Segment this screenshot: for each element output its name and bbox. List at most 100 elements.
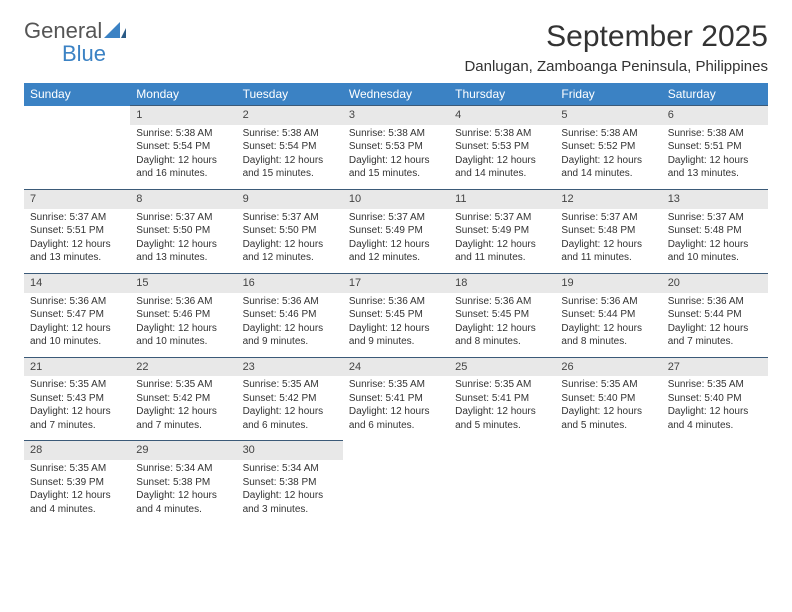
sunset-text: Sunset: 5:44 PM [561, 308, 655, 322]
day-number [343, 441, 449, 460]
sunrise-text: Sunrise: 5:37 AM [455, 211, 549, 225]
day-cell: Sunrise: 5:35 AMSunset: 5:43 PMDaylight:… [24, 376, 130, 441]
day-cell: Sunrise: 5:37 AMSunset: 5:48 PMDaylight:… [555, 209, 661, 274]
daynum-row: 21222324252627 [24, 357, 768, 376]
day-number: 17 [343, 273, 449, 292]
sunset-text: Sunset: 5:46 PM [243, 308, 337, 322]
day-cell: Sunrise: 5:34 AMSunset: 5:38 PMDaylight:… [130, 460, 236, 524]
daylight-text: Daylight: 12 hours and 5 minutes. [455, 405, 549, 432]
weekday-header: Friday [555, 83, 661, 106]
day-cell: Sunrise: 5:37 AMSunset: 5:50 PMDaylight:… [237, 209, 343, 274]
day-cell: Sunrise: 5:35 AMSunset: 5:40 PMDaylight:… [662, 376, 768, 441]
daylight-text: Daylight: 12 hours and 8 minutes. [561, 322, 655, 349]
daylight-text: Daylight: 12 hours and 13 minutes. [668, 154, 762, 181]
logo-blue: Blue [62, 41, 106, 66]
sunrise-text: Sunrise: 5:38 AM [243, 127, 337, 141]
sunset-text: Sunset: 5:44 PM [668, 308, 762, 322]
day-cell: Sunrise: 5:36 AMSunset: 5:44 PMDaylight:… [662, 293, 768, 358]
daylight-text: Daylight: 12 hours and 15 minutes. [243, 154, 337, 181]
daylight-text: Daylight: 12 hours and 12 minutes. [349, 238, 443, 265]
weekday-header-row: Sunday Monday Tuesday Wednesday Thursday… [24, 83, 768, 106]
sunrise-text: Sunrise: 5:35 AM [30, 378, 124, 392]
content-row: Sunrise: 5:35 AMSunset: 5:43 PMDaylight:… [24, 376, 768, 441]
sunset-text: Sunset: 5:42 PM [243, 392, 337, 406]
sunrise-text: Sunrise: 5:36 AM [561, 295, 655, 309]
sunrise-text: Sunrise: 5:35 AM [455, 378, 549, 392]
sunset-text: Sunset: 5:41 PM [349, 392, 443, 406]
sunrise-text: Sunrise: 5:36 AM [668, 295, 762, 309]
day-cell: Sunrise: 5:38 AMSunset: 5:52 PMDaylight:… [555, 125, 661, 190]
logo-general: General [24, 18, 102, 43]
content-row: Sunrise: 5:36 AMSunset: 5:47 PMDaylight:… [24, 293, 768, 358]
day-cell: Sunrise: 5:35 AMSunset: 5:42 PMDaylight:… [237, 376, 343, 441]
sunset-text: Sunset: 5:53 PM [455, 140, 549, 154]
day-cell [343, 460, 449, 524]
daylight-text: Daylight: 12 hours and 16 minutes. [136, 154, 230, 181]
daylight-text: Daylight: 12 hours and 10 minutes. [30, 322, 124, 349]
content-row: Sunrise: 5:37 AMSunset: 5:51 PMDaylight:… [24, 209, 768, 274]
daylight-text: Daylight: 12 hours and 8 minutes. [455, 322, 549, 349]
sunrise-text: Sunrise: 5:38 AM [561, 127, 655, 141]
title-block: September 2025 Danlugan, Zamboanga Penin… [464, 20, 768, 75]
weekday-header: Sunday [24, 83, 130, 106]
sunset-text: Sunset: 5:43 PM [30, 392, 124, 406]
sunset-text: Sunset: 5:40 PM [561, 392, 655, 406]
day-number: 16 [237, 273, 343, 292]
sunrise-text: Sunrise: 5:35 AM [243, 378, 337, 392]
day-cell: Sunrise: 5:35 AMSunset: 5:39 PMDaylight:… [24, 460, 130, 524]
sunset-text: Sunset: 5:48 PM [561, 224, 655, 238]
location: Danlugan, Zamboanga Peninsula, Philippin… [464, 58, 768, 75]
sunset-text: Sunset: 5:39 PM [30, 476, 124, 490]
day-number: 11 [449, 189, 555, 208]
day-number: 15 [130, 273, 236, 292]
daylight-text: Daylight: 12 hours and 7 minutes. [136, 405, 230, 432]
day-number: 13 [662, 189, 768, 208]
day-cell: Sunrise: 5:38 AMSunset: 5:54 PMDaylight:… [130, 125, 236, 190]
day-number: 20 [662, 273, 768, 292]
content-row: Sunrise: 5:35 AMSunset: 5:39 PMDaylight:… [24, 460, 768, 524]
day-cell: Sunrise: 5:37 AMSunset: 5:50 PMDaylight:… [130, 209, 236, 274]
day-cell: Sunrise: 5:36 AMSunset: 5:45 PMDaylight:… [449, 293, 555, 358]
sunrise-text: Sunrise: 5:36 AM [349, 295, 443, 309]
sunrise-text: Sunrise: 5:34 AM [136, 462, 230, 476]
sunrise-text: Sunrise: 5:37 AM [30, 211, 124, 225]
daylight-text: Daylight: 12 hours and 11 minutes. [455, 238, 549, 265]
month-title: September 2025 [464, 20, 768, 54]
day-number: 21 [24, 357, 130, 376]
day-number: 2 [237, 106, 343, 125]
day-cell: Sunrise: 5:35 AMSunset: 5:41 PMDaylight:… [449, 376, 555, 441]
sunrise-text: Sunrise: 5:37 AM [349, 211, 443, 225]
daylight-text: Daylight: 12 hours and 4 minutes. [668, 405, 762, 432]
sunrise-text: Sunrise: 5:38 AM [455, 127, 549, 141]
sunset-text: Sunset: 5:48 PM [668, 224, 762, 238]
day-cell: Sunrise: 5:37 AMSunset: 5:51 PMDaylight:… [24, 209, 130, 274]
logo-sail-icon [104, 20, 126, 38]
day-cell: Sunrise: 5:35 AMSunset: 5:41 PMDaylight:… [343, 376, 449, 441]
sunset-text: Sunset: 5:38 PM [136, 476, 230, 490]
sunrise-text: Sunrise: 5:38 AM [136, 127, 230, 141]
day-number: 10 [343, 189, 449, 208]
day-number: 24 [343, 357, 449, 376]
sunrise-text: Sunrise: 5:35 AM [30, 462, 124, 476]
daylight-text: Daylight: 12 hours and 14 minutes. [455, 154, 549, 181]
day-cell: Sunrise: 5:36 AMSunset: 5:44 PMDaylight:… [555, 293, 661, 358]
sunset-text: Sunset: 5:41 PM [455, 392, 549, 406]
sunrise-text: Sunrise: 5:36 AM [243, 295, 337, 309]
day-cell: Sunrise: 5:38 AMSunset: 5:51 PMDaylight:… [662, 125, 768, 190]
day-cell [662, 460, 768, 524]
daylight-text: Daylight: 12 hours and 6 minutes. [243, 405, 337, 432]
daylight-text: Daylight: 12 hours and 7 minutes. [668, 322, 762, 349]
daylight-text: Daylight: 12 hours and 5 minutes. [561, 405, 655, 432]
daylight-text: Daylight: 12 hours and 9 minutes. [349, 322, 443, 349]
daynum-row: 78910111213 [24, 189, 768, 208]
sunset-text: Sunset: 5:54 PM [136, 140, 230, 154]
day-number: 9 [237, 189, 343, 208]
sunset-text: Sunset: 5:49 PM [349, 224, 443, 238]
daylight-text: Daylight: 12 hours and 13 minutes. [30, 238, 124, 265]
day-number: 29 [130, 441, 236, 460]
logo: General Blue [24, 20, 126, 66]
day-cell [449, 460, 555, 524]
sunset-text: Sunset: 5:42 PM [136, 392, 230, 406]
day-cell [24, 125, 130, 190]
day-number: 27 [662, 357, 768, 376]
